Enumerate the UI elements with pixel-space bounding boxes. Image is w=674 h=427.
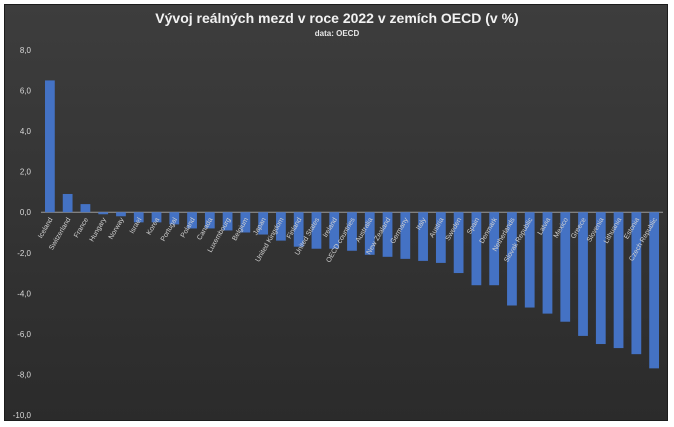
bar (258, 212, 269, 235)
bar (276, 212, 286, 241)
bar (169, 212, 180, 225)
x-tick-label: Iceland (37, 217, 54, 240)
y-tick-label: -6,0 (17, 330, 31, 339)
bar (116, 212, 126, 217)
bar (45, 80, 55, 213)
chart-frame: Vývoj reálných mezd v roce 2022 v zemích… (4, 4, 668, 421)
bar (578, 212, 588, 336)
bar (222, 212, 233, 231)
bar (311, 212, 322, 249)
bar (435, 212, 446, 263)
x-tick-label: Norway (108, 216, 126, 240)
bar (418, 212, 428, 261)
x-tick-label: Hungary (89, 216, 109, 243)
bar (329, 212, 340, 249)
y-tick-label: 2,0 (20, 168, 32, 177)
bar (649, 212, 659, 369)
bar (293, 212, 304, 247)
bar (98, 212, 109, 215)
bar (133, 212, 144, 223)
y-tick-label: -4,0 (17, 289, 31, 298)
bars (45, 80, 659, 369)
y-tick-label: -2,0 (17, 249, 31, 258)
bar (347, 212, 357, 251)
x-tick-label: France (73, 217, 90, 239)
y-tick-label: 8,0 (20, 46, 32, 55)
bar (400, 212, 411, 259)
bar (204, 212, 215, 229)
bar (453, 212, 464, 274)
bar (507, 212, 517, 306)
chart-subtitle: data: OECD (315, 29, 360, 38)
bar (560, 212, 571, 322)
bar (151, 212, 162, 223)
bar (382, 212, 393, 257)
y-axis: 8,0 6,0 4,0 2,0 0,0 -2,0 -4,0 -6,0 -8,0 -10,0 (13, 46, 32, 420)
bar (62, 193, 73, 213)
bar (471, 212, 482, 286)
y-tick-label: 0,0 (20, 208, 32, 217)
x-tick-label: Canada (196, 217, 214, 242)
x-tick-label: Korea (146, 217, 161, 237)
bar (187, 212, 197, 229)
bar (542, 212, 553, 314)
chart-title: Vývoj reálných mezd v roce 2022 v zemích… (155, 10, 518, 26)
chart: Vývoj reálných mezd v roce 2022 v zemích… (13, 10, 663, 420)
y-tick-label: -10,0 (13, 411, 32, 420)
bar (240, 212, 251, 233)
bar (489, 212, 500, 286)
y-tick-label: -8,0 (17, 370, 31, 379)
y-tick-label: 6,0 (20, 87, 32, 96)
bar (80, 204, 91, 213)
x-tick-label: Israel (129, 216, 144, 235)
bar (595, 212, 606, 345)
bar (524, 212, 535, 308)
bar (364, 212, 375, 255)
bar (631, 212, 642, 355)
y-tick-label: 4,0 (20, 127, 32, 136)
bar (613, 212, 624, 349)
